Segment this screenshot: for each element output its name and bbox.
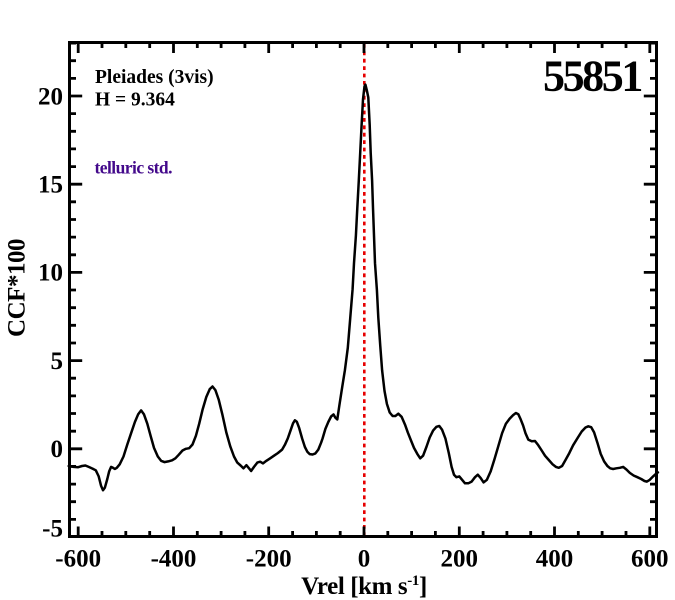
svg-text:0: 0 — [358, 546, 371, 573]
svg-text:-400: -400 — [151, 546, 197, 573]
svg-text:200: 200 — [441, 546, 479, 573]
svg-text:H = 9.364: H = 9.364 — [95, 90, 175, 111]
svg-text:Vrel [km s-1]: Vrel [km s-1] — [301, 573, 427, 600]
svg-text:CCF*100: CCF*100 — [4, 239, 31, 337]
svg-text:-600: -600 — [55, 546, 101, 573]
svg-text:10: 10 — [38, 260, 63, 287]
svg-text:15: 15 — [38, 172, 63, 199]
svg-text:telluric std.: telluric std. — [95, 158, 173, 178]
svg-text:0: 0 — [51, 436, 64, 463]
svg-text:400: 400 — [536, 546, 574, 573]
svg-text:Pleiades (3vis): Pleiades (3vis) — [95, 67, 214, 88]
svg-text:55851: 55851 — [543, 52, 641, 101]
svg-text:-200: -200 — [246, 546, 292, 573]
svg-text:5: 5 — [51, 348, 64, 375]
svg-text:600: 600 — [631, 546, 669, 573]
svg-text:-5: -5 — [42, 515, 63, 542]
svg-text:20: 20 — [38, 83, 63, 110]
